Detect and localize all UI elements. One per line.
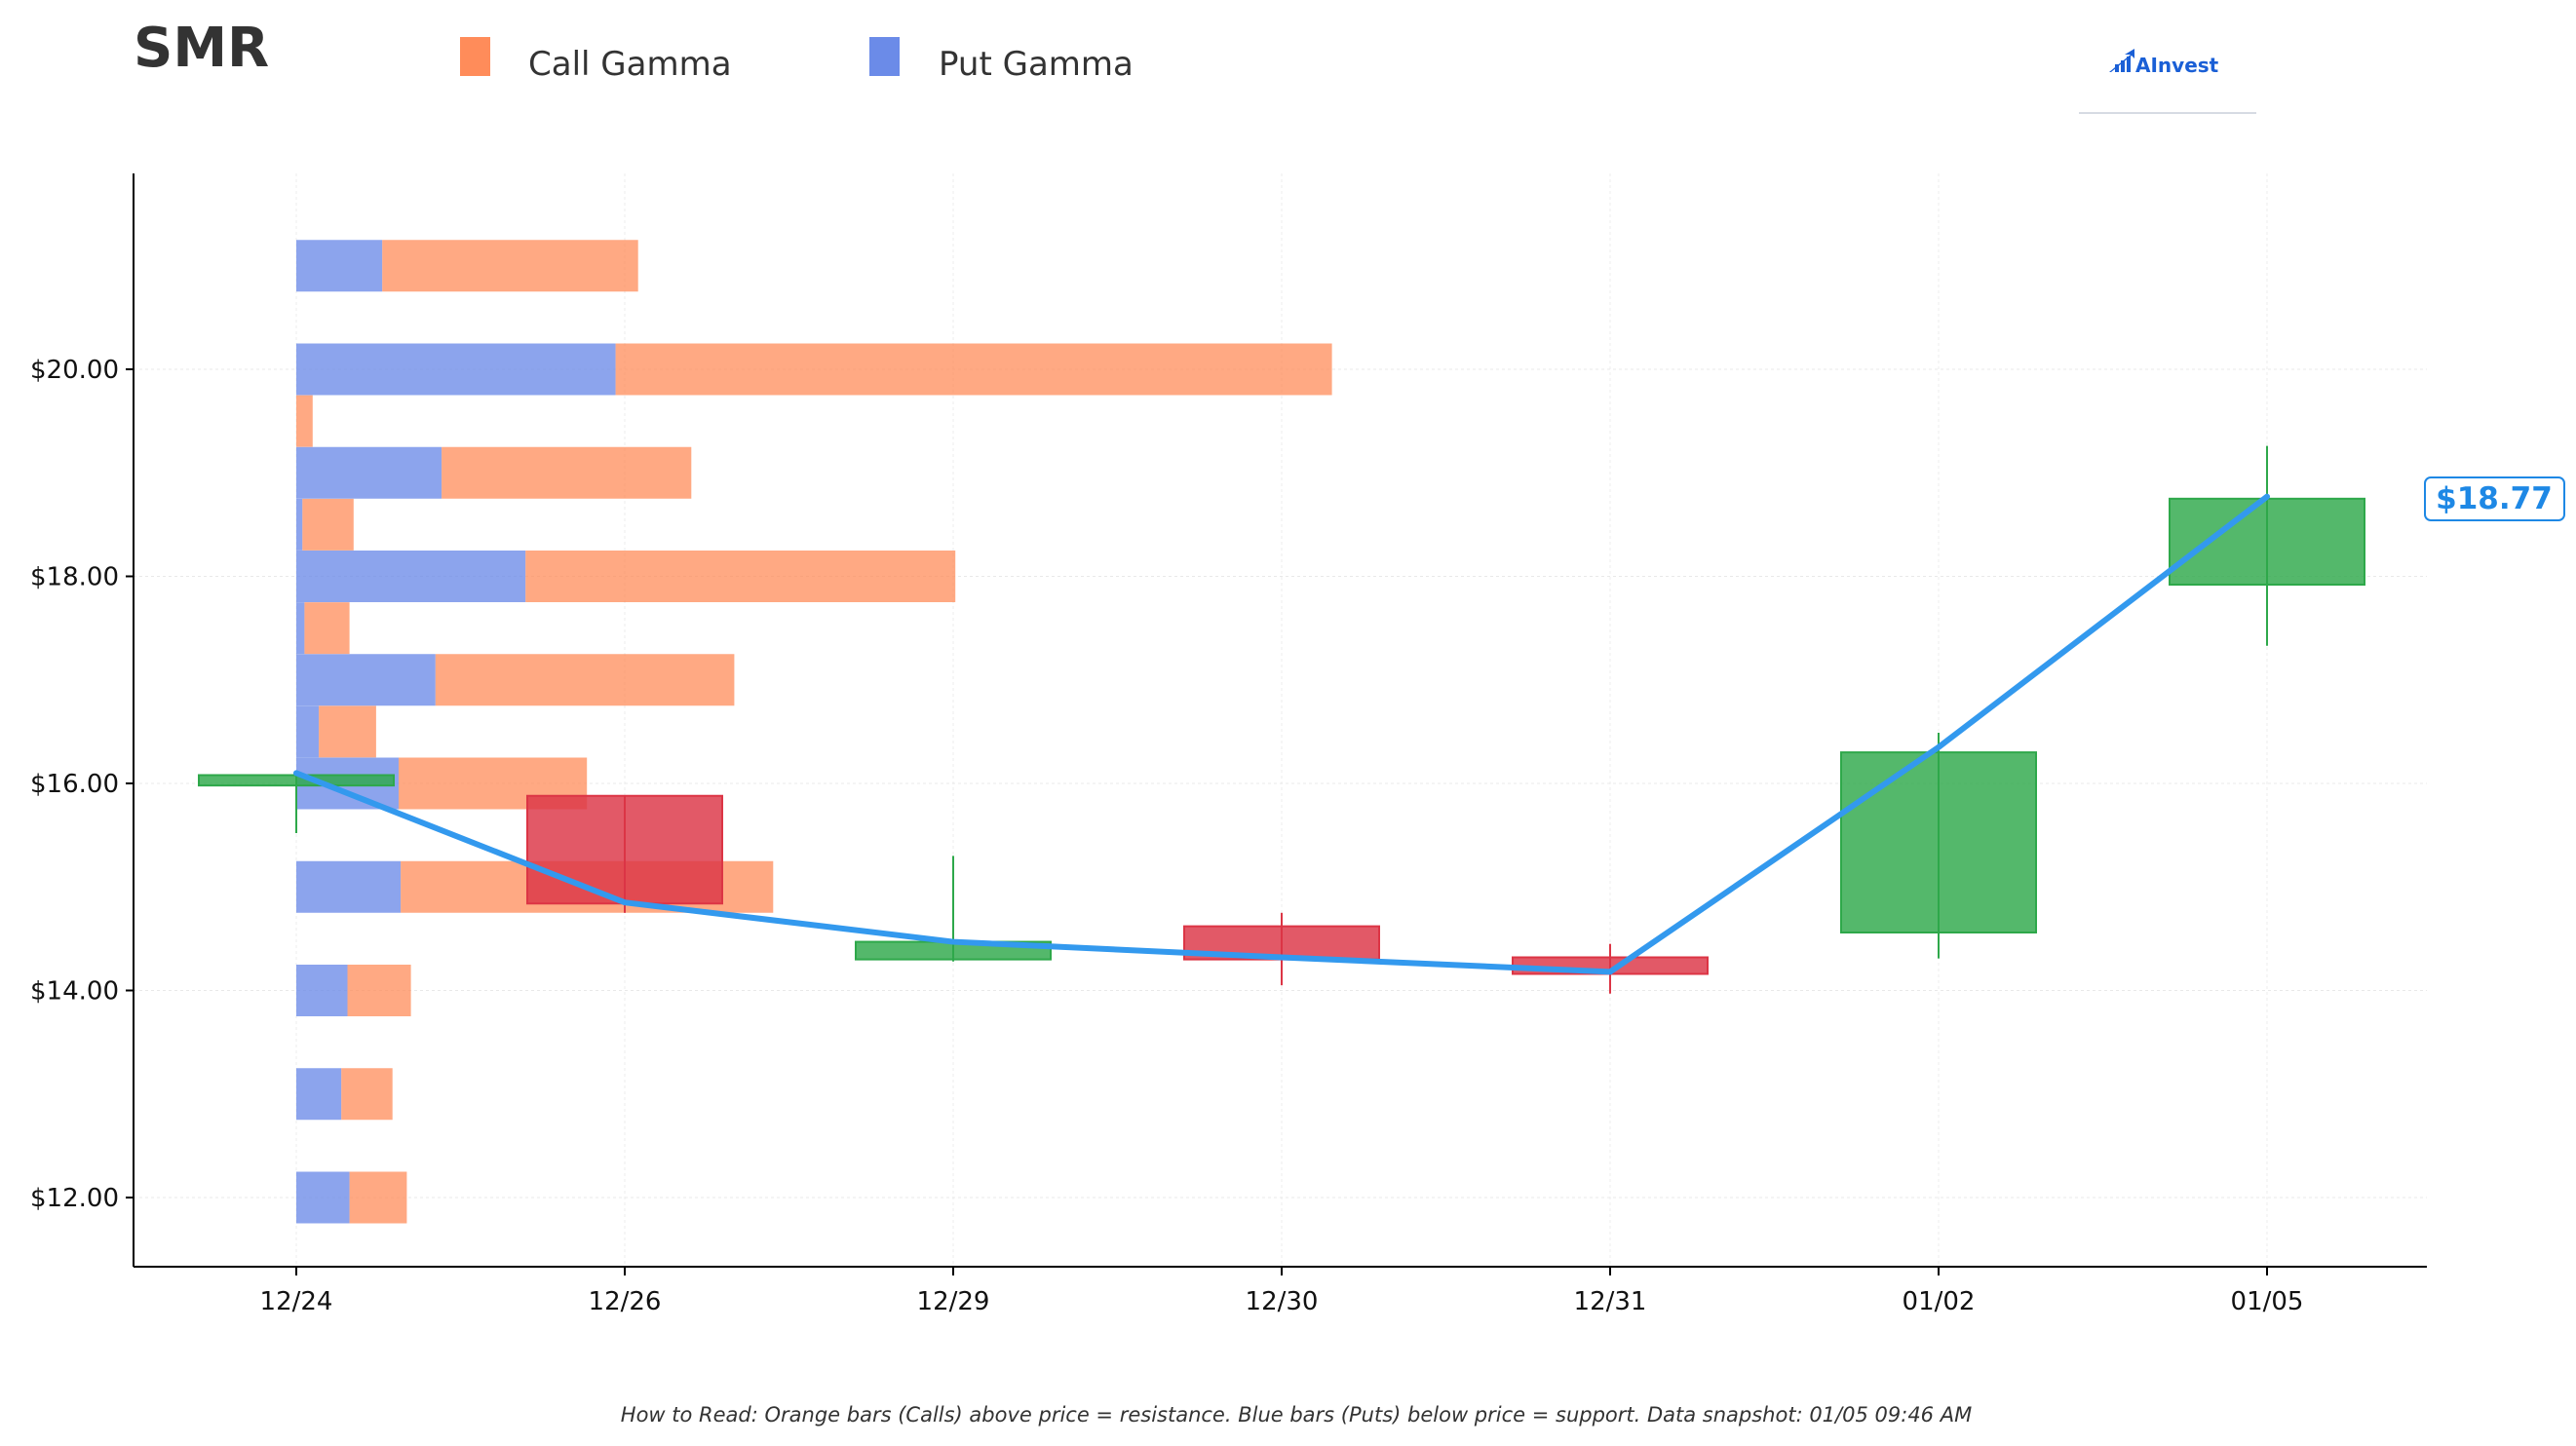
legend-call-label: Call Gamma	[528, 45, 732, 84]
y-tick-label: $18.00	[30, 563, 119, 592]
put-gamma-bar	[296, 498, 303, 551]
call-gamma-bar	[341, 1068, 393, 1121]
x-tick-label: 12/26	[589, 1287, 662, 1316]
price-trend-line	[293, 493, 2270, 975]
call-gamma-bar	[302, 498, 354, 551]
put-gamma-bar	[296, 705, 320, 758]
x-tick-label: 12/30	[1246, 1287, 1319, 1316]
y-tick-label: $16.00	[30, 770, 119, 799]
candle-body	[198, 774, 395, 787]
y-tick-label: $12.00	[30, 1184, 119, 1213]
put-gamma-bar	[296, 446, 442, 499]
put-gamma-bar	[296, 965, 348, 1016]
how-to-read-footnote: How to Read: Orange bars (Calls) above p…	[621, 1403, 1972, 1427]
put-gamma-bar	[296, 343, 616, 396]
x-tick-label: 12/31	[1574, 1287, 1647, 1316]
axes	[133, 173, 2427, 1268]
gamma-bars	[296, 240, 1332, 1224]
ticker-title: SMR	[134, 17, 269, 80]
current-price-label: $18.77	[2436, 481, 2553, 516]
legend: Call Gamma Put Gamma	[460, 37, 1134, 84]
put-gamma-bar	[296, 602, 305, 655]
call-gamma-bar	[442, 446, 692, 499]
x-tick-label: 01/05	[2231, 1287, 2304, 1316]
put-gamma-bar	[296, 551, 526, 602]
x-tick-label: 12/29	[917, 1287, 990, 1316]
put-gamma-bar	[296, 654, 436, 706]
y-tick-label: $14.00	[30, 977, 119, 1007]
legend-put-swatch	[869, 37, 900, 76]
ticks: $12.00 $14.00 $16.00 $18.00 $20.00 12/24 12/26…	[30, 356, 2303, 1316]
legend-call-swatch	[460, 37, 490, 76]
put-gamma-bar	[296, 1171, 350, 1224]
candle-body	[526, 794, 723, 905]
call-gamma-bar	[347, 965, 411, 1016]
grid	[134, 173, 2427, 1267]
call-gamma-bar	[525, 551, 956, 602]
call-gamma-bar	[382, 240, 638, 292]
call-gamma-bar	[349, 1171, 407, 1224]
y-tick-label: $20.00	[30, 356, 119, 385]
call-gamma-bar	[304, 602, 350, 655]
put-gamma-bar	[296, 240, 383, 292]
current-price-box	[2424, 476, 2565, 521]
put-gamma-bar	[296, 1068, 342, 1121]
call-gamma-bar	[615, 343, 1332, 396]
current-price-tag: $18.77	[2424, 476, 2565, 521]
put-gamma-bar	[296, 860, 402, 913]
candle-body	[2169, 497, 2365, 586]
price-line	[293, 493, 2270, 975]
legend-put-label: Put Gamma	[939, 45, 1134, 84]
call-gamma-bar	[296, 395, 313, 447]
logo-text: AInvest	[2135, 54, 2219, 77]
call-gamma-bar	[435, 654, 735, 706]
x-tick-label: 12/24	[260, 1287, 333, 1316]
candle-body	[1840, 751, 2037, 933]
ainvest-logo: AInvest	[2079, 49, 2256, 114]
logo-chart-icon	[2109, 49, 2134, 72]
call-gamma-bar	[319, 705, 376, 758]
x-tick-label: 01/02	[1903, 1287, 1976, 1316]
candles	[198, 445, 2365, 994]
